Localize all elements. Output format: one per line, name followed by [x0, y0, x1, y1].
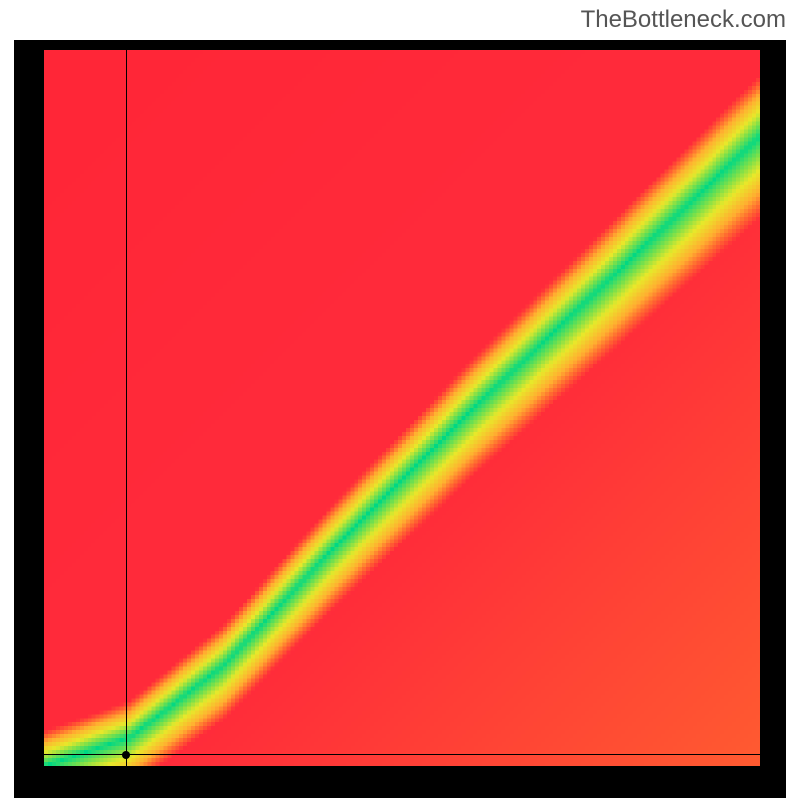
- crosshair-horizontal: [44, 754, 760, 755]
- watermark-text: TheBottleneck.com: [581, 6, 786, 34]
- crosshair-vertical: [126, 50, 127, 766]
- crosshair-dot: [122, 751, 130, 759]
- heatmap-canvas: [44, 50, 760, 766]
